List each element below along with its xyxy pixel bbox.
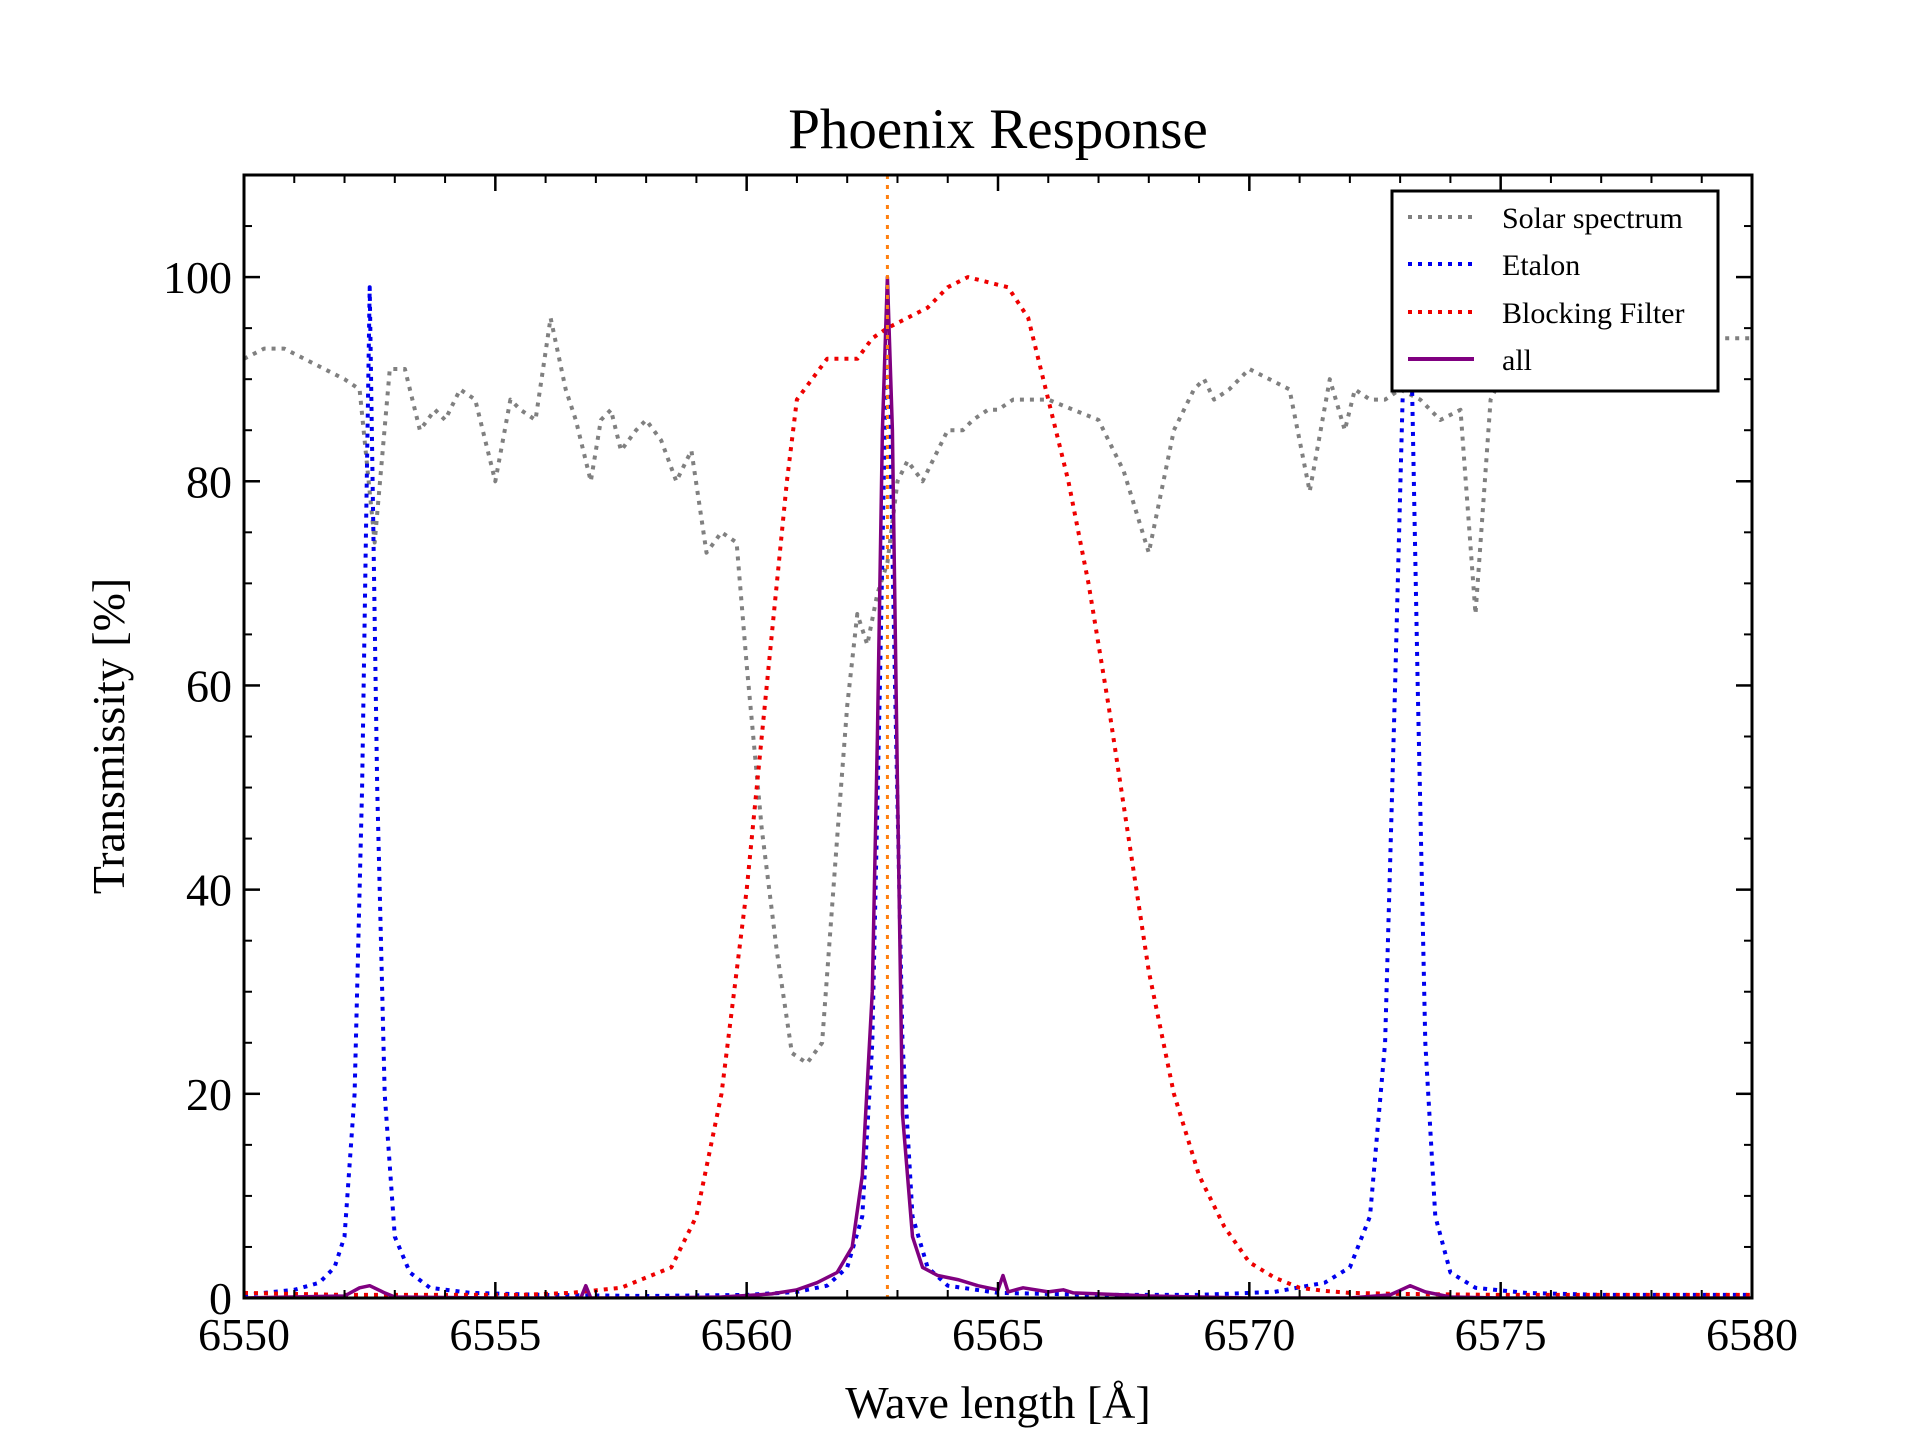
y-tick-label: 40: [186, 865, 232, 916]
x-tick-label: 6580: [1706, 1309, 1798, 1360]
y-tick-label: 100: [163, 252, 232, 303]
legend-etalon-label: Etalon: [1502, 249, 1580, 282]
series-line-all: [244, 275, 1752, 1298]
x-tick-label: 6565: [952, 1309, 1044, 1360]
legend-blocking-filter-label: Blocking Filter: [1502, 297, 1685, 330]
y-tick-label: 0: [209, 1273, 232, 1324]
ticks-layer: 6550 6555 6560 6565 6570 6575 6580 0 20 40 60 80 100: [163, 174, 1798, 1360]
legend: Solar spectrum Etalon Blocking Filter al…: [1390, 189, 1720, 393]
legend-all-label: all: [1502, 344, 1532, 377]
legend-solar-spectrum-label: Solar spectrum: [1502, 202, 1683, 235]
x-tick-label: 6560: [701, 1309, 793, 1360]
x-tick-label: 6550: [198, 1309, 290, 1360]
chart-title: Phoenix Response: [788, 98, 1208, 161]
y-tick-label: 60: [186, 660, 232, 711]
y-axis-label: Transmissity [%]: [83, 578, 134, 895]
y-tick-label: 20: [186, 1069, 232, 1120]
y-tick-label: 80: [186, 456, 232, 507]
x-tick-label: 6570: [1203, 1309, 1295, 1360]
x-tick-label: 6575: [1455, 1309, 1547, 1360]
series-line-etalon: [244, 285, 1752, 1298]
series-line-solar-spectrum: [244, 315, 1752, 1066]
series-line-blocking-filter: [244, 275, 1752, 1297]
x-axis-label: Wave length [Å]: [845, 1377, 1150, 1428]
x-tick-label: 6555: [449, 1309, 541, 1360]
